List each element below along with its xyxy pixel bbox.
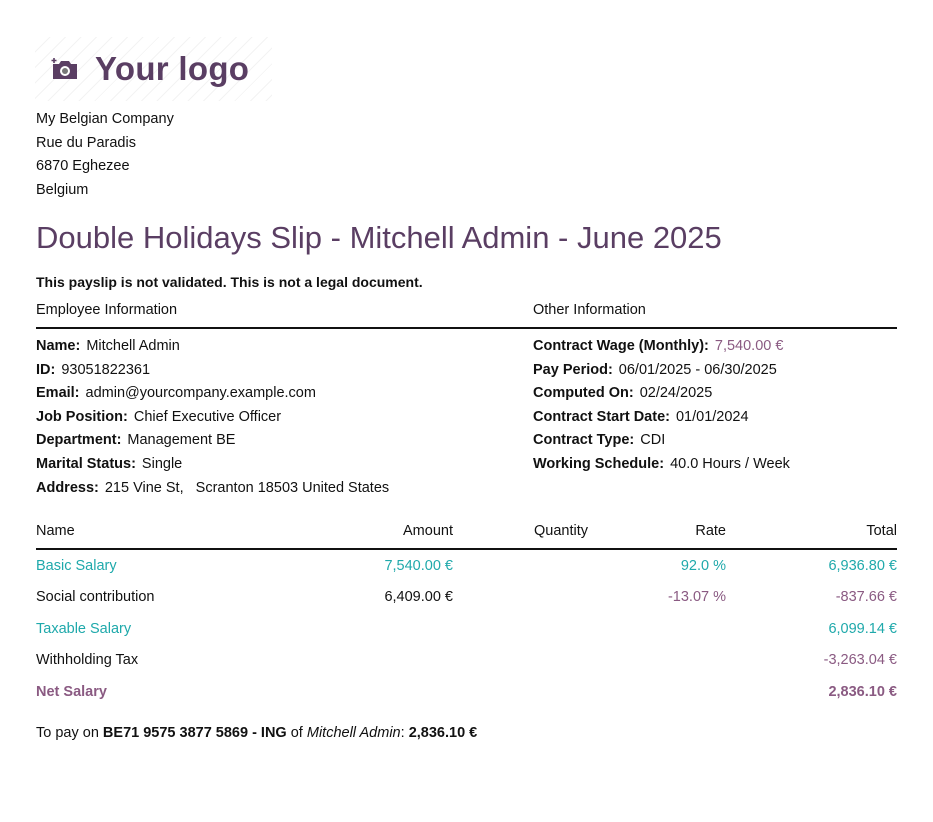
- col-quantity: Quantity: [453, 520, 588, 550]
- logo-text: Your logo: [95, 50, 250, 87]
- info-row: Marital Status: Single: [36, 455, 183, 472]
- table-row: Basic Salary 7,540.00 €92.0 % 6,936.80 €: [36, 557, 897, 574]
- col-amount: Amount: [236, 520, 453, 550]
- info-row: Pay Period: 06/01/2025 - 06/30/2025: [533, 361, 777, 378]
- info-row: Contract Start Date: 01/01/2024: [533, 408, 749, 425]
- table-row: Taxable Salary 6,099.14 €: [36, 620, 897, 637]
- address-line: Rue du Paradis: [36, 134, 136, 151]
- info-row: Contract Wage (Monthly): 7,540.00 €: [533, 338, 784, 354]
- info-row: Job Position: Chief Executive Officer: [36, 408, 282, 425]
- address-line: Belgium: [36, 181, 89, 198]
- page-title: Double Holidays Slip - Mitchell Admin - …: [36, 220, 722, 255]
- payment-line: To pay on BE71 9575 3877 5869 - ING of M…: [36, 725, 478, 741]
- info-row: Name: Mitchell Admin: [36, 338, 180, 354]
- validation-warning: This payslip is not validated. This is n…: [36, 274, 423, 290]
- col-name: Name: [36, 520, 236, 550]
- info-row: Department: Management BE: [36, 432, 236, 449]
- employee-info-heading: Employee Information: [36, 302, 178, 318]
- address-line: My Belgian Company: [36, 111, 174, 127]
- col-total: Total: [726, 520, 897, 550]
- info-row: Contract Type: CDI: [533, 432, 666, 449]
- employee-info: Name: Mitchell Admin ID: 93051822361 Email…: [36, 335, 389, 500]
- table-row: Withholding Tax -3,263.04 €: [36, 652, 897, 669]
- camera-icon: [51, 58, 77, 79]
- table-row: Net Salary 2,836.10 €: [36, 683, 897, 700]
- divider: [36, 327, 897, 329]
- address-line: 6870 Eghezee: [36, 158, 130, 174]
- info-row: Address: 215 Vine St, Scranton 18503 Unit…: [36, 479, 390, 496]
- payslip-lines-table: Name Amount Quantity Rate Total Basic Sa…: [36, 520, 897, 708]
- company-address: My Belgian Company Rue du Paradis 6870 E…: [36, 108, 174, 202]
- table-header: Name Amount Quantity Rate Total: [36, 520, 897, 550]
- info-row: Working Schedule: 40.0 Hours / Week: [533, 455, 790, 472]
- info-row: ID: 93051822361: [36, 361, 151, 378]
- other-info-heading: Other Information: [533, 302, 646, 318]
- col-rate: Rate: [588, 520, 726, 550]
- other-info: Contract Wage (Monthly): 7,540.00 € Pay P…: [533, 335, 790, 477]
- company-logo: Your logo: [35, 37, 272, 101]
- table-row: Social contribution 6,409.00 € -13.07 % -83…: [36, 589, 897, 606]
- info-row: Computed On: 02/24/2025: [533, 385, 713, 402]
- info-row: Email: admin@yourcompany.example.com: [36, 385, 316, 402]
